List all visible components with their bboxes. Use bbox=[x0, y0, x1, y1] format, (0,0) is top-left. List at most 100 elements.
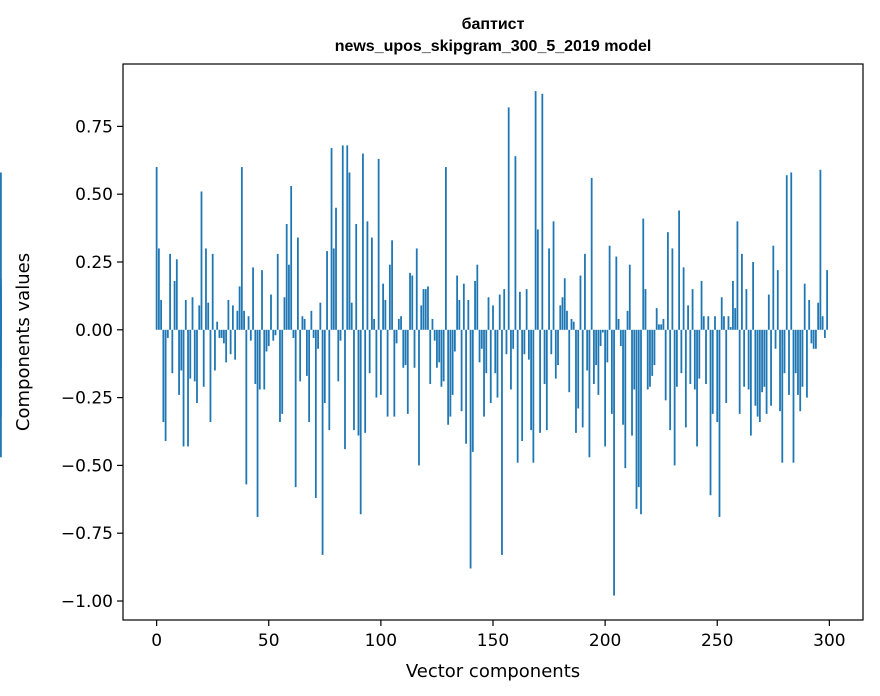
x-tick-label: 300 bbox=[813, 631, 845, 651]
y-tick-label: 0.25 bbox=[75, 253, 113, 273]
y-tick-label: 0.00 bbox=[75, 321, 113, 341]
bar bbox=[494, 329, 497, 374]
bar bbox=[180, 329, 183, 371]
bar bbox=[274, 329, 277, 336]
bar bbox=[175, 259, 178, 330]
bar bbox=[671, 248, 674, 330]
bar bbox=[272, 329, 275, 341]
bar bbox=[774, 329, 777, 349]
bar bbox=[541, 93, 544, 330]
bar bbox=[279, 329, 281, 423]
bar bbox=[745, 289, 748, 330]
bar bbox=[761, 329, 763, 393]
bar bbox=[601, 329, 604, 333]
bar bbox=[384, 299, 387, 330]
bar bbox=[767, 294, 770, 330]
bar bbox=[330, 148, 333, 330]
bar bbox=[290, 186, 293, 330]
bar bbox=[357, 329, 360, 436]
bar bbox=[810, 329, 813, 344]
bar bbox=[442, 329, 445, 382]
bar bbox=[155, 167, 158, 330]
bar bbox=[393, 329, 396, 417]
bar bbox=[646, 329, 649, 390]
bar bbox=[568, 329, 571, 393]
bar bbox=[265, 329, 268, 352]
bar bbox=[400, 316, 402, 330]
bar bbox=[554, 329, 557, 379]
bar bbox=[660, 324, 663, 330]
bar bbox=[826, 270, 829, 330]
bar bbox=[557, 329, 559, 366]
bar bbox=[700, 280, 703, 330]
bar bbox=[310, 310, 313, 330]
bar bbox=[436, 329, 438, 368]
x-tick-label: 200 bbox=[589, 631, 621, 651]
bar bbox=[680, 329, 683, 374]
bar bbox=[202, 329, 205, 387]
y-axis-label: Components values bbox=[13, 253, 34, 431]
bar bbox=[608, 245, 611, 330]
x-tick-label: 100 bbox=[365, 631, 397, 651]
bar bbox=[599, 329, 602, 347]
bar bbox=[684, 329, 687, 428]
bar bbox=[530, 329, 533, 431]
bar bbox=[550, 329, 553, 355]
bar bbox=[323, 329, 326, 404]
bar bbox=[597, 329, 600, 395]
bar bbox=[579, 275, 582, 330]
bar bbox=[312, 329, 315, 338]
bar bbox=[628, 264, 631, 330]
bar bbox=[693, 329, 696, 390]
bar bbox=[783, 329, 786, 374]
bar bbox=[523, 329, 526, 355]
bar bbox=[707, 316, 710, 330]
bar bbox=[427, 286, 429, 330]
bar bbox=[476, 264, 479, 330]
bar bbox=[209, 329, 212, 423]
bar bbox=[527, 329, 530, 360]
bar bbox=[341, 145, 344, 330]
bar bbox=[328, 329, 331, 431]
bar bbox=[738, 329, 741, 414]
bar bbox=[709, 329, 712, 496]
x-axis-label: Vector components bbox=[406, 661, 580, 682]
bar bbox=[637, 329, 640, 488]
bar bbox=[225, 329, 228, 363]
bar bbox=[803, 283, 806, 330]
bar bbox=[424, 289, 427, 330]
bar bbox=[187, 329, 189, 447]
bar bbox=[586, 329, 589, 371]
bar bbox=[362, 153, 364, 330]
bar bbox=[489, 329, 492, 404]
bar bbox=[545, 329, 548, 431]
bar bbox=[314, 329, 317, 498]
bar bbox=[563, 278, 566, 330]
y-tick-label: −0.25 bbox=[61, 389, 113, 409]
bar bbox=[0, 286, 2, 330]
bar bbox=[415, 248, 418, 330]
bar bbox=[252, 267, 254, 330]
bar bbox=[270, 294, 272, 330]
bar bbox=[821, 316, 824, 330]
bar bbox=[696, 329, 698, 447]
bar bbox=[498, 294, 501, 330]
bar bbox=[819, 169, 822, 330]
bar bbox=[741, 253, 743, 330]
bar bbox=[584, 253, 586, 330]
bar bbox=[736, 221, 739, 330]
bar bbox=[642, 218, 645, 330]
bar bbox=[649, 329, 651, 387]
bar bbox=[808, 299, 811, 330]
bar bbox=[258, 329, 261, 390]
bar bbox=[572, 321, 575, 330]
bar bbox=[263, 329, 266, 390]
bar bbox=[171, 329, 174, 374]
bar bbox=[193, 329, 196, 382]
bar bbox=[754, 329, 757, 406]
bar bbox=[743, 329, 746, 387]
bar bbox=[368, 329, 371, 374]
bar bbox=[366, 221, 369, 330]
bar bbox=[548, 248, 550, 330]
bar bbox=[214, 329, 216, 371]
